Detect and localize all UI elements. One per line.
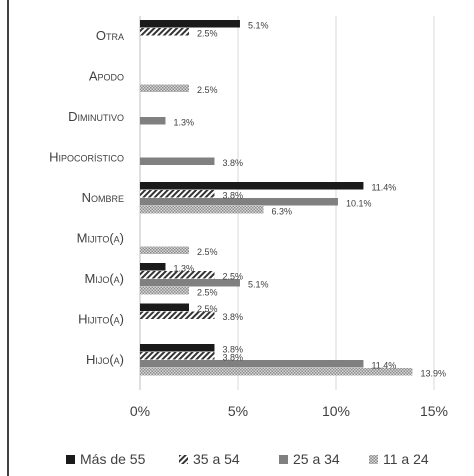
bar-hijo-a-mas-de-55 <box>140 344 215 352</box>
bar-mijo-a-25-a-34 <box>140 279 240 287</box>
category-label-apodo: Apodo <box>89 69 124 84</box>
bar-otra-mas-de-55 <box>140 20 240 28</box>
data-label-otra-mas-de-55: 5.1% <box>248 21 269 31</box>
bar-hijito-a-35-a-54 <box>140 311 215 319</box>
bar-nombre-25-a-34 <box>140 198 338 206</box>
category-label-hipocoristico: Hipocorístico <box>49 150 124 165</box>
bar-nombre-35-a-54 <box>140 190 215 198</box>
bar-nombre-mas-de-55 <box>140 182 364 190</box>
bar-diminutivo-25-a-34 <box>140 117 166 125</box>
data-label-hipocoristico-25-a-34: 3.8% <box>222 158 243 168</box>
legend-label-35-a-54: 35 a 54 <box>193 451 240 467</box>
bar-mijo-a-mas-de-55 <box>140 263 166 271</box>
data-label-hijito-a-35-a-54: 3.8% <box>222 312 243 322</box>
x-tick-label-1: 5% <box>228 403 248 419</box>
data-label-hijito-a-mas-de-55: 2.5% <box>197 304 218 314</box>
category-label-diminutivo: Diminutivo <box>68 109 124 124</box>
category-label-nombre: Nombre <box>82 190 124 205</box>
data-label-diminutivo-25-a-34: 1.3% <box>173 118 194 128</box>
legend-label-25-a-34: 25 a 34 <box>293 451 340 467</box>
bar-hijito-a-mas-de-55 <box>140 303 189 311</box>
bar-nombre-11-a-24 <box>140 206 264 214</box>
bar-apodo-11-a-24 <box>140 84 189 92</box>
legend-swatch-11-a-24 <box>369 455 378 464</box>
legend: Más de 55 35 a 54 25 a 34 11 a 24 <box>66 451 429 467</box>
x-tick-label-2: 10% <box>322 403 350 419</box>
bar-hijo-a-25-a-34 <box>140 360 364 368</box>
data-label-nombre-mas-de-55: 11.4% <box>371 183 396 193</box>
data-label-apodo-11-a-24: 2.5% <box>197 85 218 95</box>
bar-otra-35-a-54 <box>140 28 189 36</box>
data-label-mijo-a-mas-de-55: 1.3% <box>173 264 194 274</box>
data-label-nombre-25-a-34: 10.1% <box>346 199 372 209</box>
legend-swatch-25-a-34 <box>279 455 288 464</box>
data-label-mijo-a-35-a-54: 2.5% <box>222 272 243 282</box>
bar-mijito-a-11-a-24 <box>140 246 189 254</box>
x-axis-ticks: 0% 5% 10% 15% <box>130 403 448 419</box>
data-label-otra-35-a-54: 2.5% <box>197 29 218 39</box>
bar-hijo-a-11-a-24 <box>140 368 413 376</box>
legend-swatch-mas-de-55 <box>66 455 75 464</box>
x-tick-label-3: 15% <box>420 403 448 419</box>
data-label-hijo-a-mas-de-55: 3.8% <box>222 345 243 355</box>
data-label-mijito-a-11-a-24: 2.5% <box>197 247 218 257</box>
data-label-hijo-a-35-a-54: 3.8% <box>222 353 243 363</box>
bar-hijo-a-35-a-54 <box>140 352 215 360</box>
legend-swatch-35-a-54 <box>179 455 188 464</box>
data-label-mijo-a-25-a-34: 5.1% <box>248 280 269 290</box>
data-label-nombre-11-a-24: 6.3% <box>271 207 292 217</box>
category-label-mijito-a: Mijito(a) <box>77 231 124 246</box>
bar-hipocoristico-25-a-34 <box>140 157 215 165</box>
data-label-nombre-35-a-54: 3.8% <box>222 191 243 201</box>
bar-mijo-a-11-a-24 <box>140 287 189 295</box>
data-label-mijo-a-11-a-24: 2.5% <box>197 288 218 298</box>
category-label-mijo-a: Mijo(a) <box>85 271 125 286</box>
category-labels: Otra Apodo Diminutivo Hipocorístico Nombre Mi… <box>49 28 124 367</box>
bar-mijo-a-35-a-54 <box>140 271 215 279</box>
legend-label-11-a-24: 11 a 24 <box>383 451 429 467</box>
data-label-hijo-a-25-a-34: 11.4% <box>371 361 396 371</box>
bars <box>140 20 413 376</box>
category-label-hijito-a: Hijito(a) <box>78 312 124 327</box>
data-labels: 5.1%2.5%2.5%1.3%3.8%11.4%3.8%10.1%6.3%2.… <box>173 21 445 379</box>
legend-label-mas-de-55: Más de 55 <box>80 451 146 467</box>
category-label-hijo-a: Hijo(a) <box>86 352 124 367</box>
x-tick-label-0: 0% <box>130 403 150 419</box>
category-label-otra: Otra <box>96 28 124 43</box>
data-label-hijo-a-11-a-24: 13.9% <box>420 369 446 379</box>
